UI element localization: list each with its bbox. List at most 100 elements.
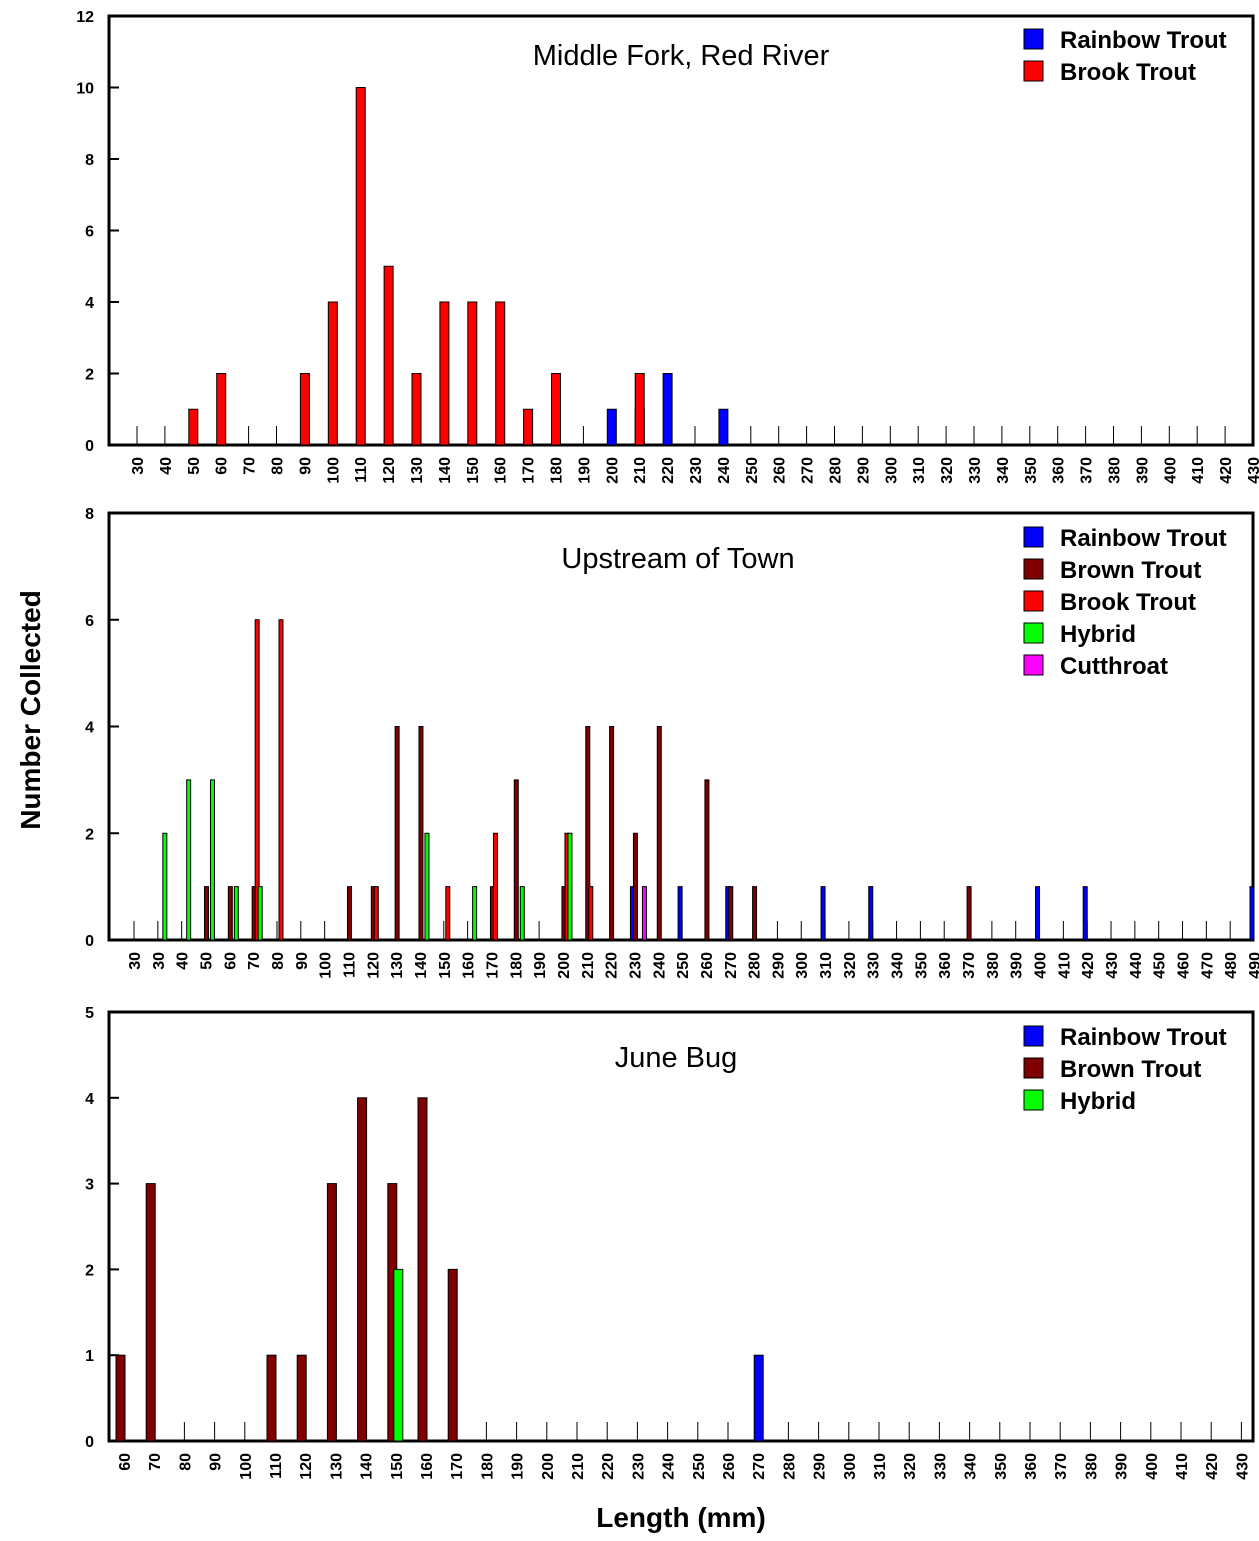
x-tick-label: 310 xyxy=(872,1453,889,1480)
chart-panel-june-bug: June Bug 0 1 2 3 4 5 60 70 80 90 100 110 120 130 140 1… xyxy=(85,1005,1255,1480)
x-tick-label: 180 xyxy=(479,1453,496,1480)
x-tick-label: 190 xyxy=(576,457,593,484)
y-tick-label: 8 xyxy=(85,152,94,169)
legend-swatch xyxy=(1023,60,1044,82)
x-tick-label: 490 xyxy=(1247,952,1259,979)
x-tick-label: 320 xyxy=(939,457,956,484)
x-tick-label: 430 xyxy=(1104,952,1121,979)
x-tick-label: 320 xyxy=(842,952,859,979)
x-tick-label: 140 xyxy=(359,1453,376,1480)
x-tick-label: 130 xyxy=(328,1453,345,1480)
plot-frame xyxy=(107,1010,1255,1443)
bar-brook-trout xyxy=(588,886,594,941)
x-tick-label: 160 xyxy=(461,952,478,979)
bar-brown-trout xyxy=(145,1183,156,1442)
x-tick-label: 280 xyxy=(781,1453,798,1480)
x-tick-label: 150 xyxy=(465,457,482,484)
y-ticks: 0 2 4 6 8 xyxy=(85,506,119,950)
x-tick-label: 270 xyxy=(751,1453,768,1480)
legend-label: Hybrid xyxy=(1060,621,1136,648)
bar-brook-trout xyxy=(355,87,366,446)
chart-panel-upstream-of-town: Upstream of Town 0 2 4 6 8 30 30 40 50 60 70 80 90 1… xyxy=(85,506,1259,979)
legend-swatch xyxy=(1023,558,1044,580)
x-tick-label: 80 xyxy=(270,457,287,475)
bars xyxy=(115,1097,764,1442)
bar-brown-trout xyxy=(966,886,972,941)
x-tick-label: 190 xyxy=(532,952,549,979)
x-tick-label: 430 xyxy=(1246,457,1259,484)
x-tick-label: 460 xyxy=(1176,952,1193,979)
x-tick-label: 90 xyxy=(294,952,311,970)
x-tick-label: 170 xyxy=(521,457,538,484)
x-tick-label: 210 xyxy=(580,952,597,979)
legend-label: Rainbow Trout xyxy=(1060,1024,1227,1051)
x-tick-label: 220 xyxy=(604,952,621,979)
bar-brown-trout xyxy=(326,1183,337,1442)
x-tick-label: 480 xyxy=(1223,952,1240,979)
x-tick-label: 30 xyxy=(127,952,144,970)
x-tick-label: 260 xyxy=(699,952,716,979)
panel-title: June Bug xyxy=(615,1042,738,1074)
legend-swatch xyxy=(1023,590,1044,612)
x-tick-label: 250 xyxy=(675,952,692,979)
chart-panel-middle-fork: Middle Fork, Red River 0 2 4 6 8 10 12 30 40 50 6… xyxy=(76,9,1259,484)
x-tick-label: 230 xyxy=(630,1453,647,1480)
bar-brown-trout xyxy=(417,1097,428,1442)
y-ticks: 0 1 2 3 4 5 xyxy=(85,1005,119,1451)
bar-rainbow-trout xyxy=(1082,886,1088,941)
bar-brook-trout xyxy=(254,619,260,941)
x-tick-label: 290 xyxy=(855,457,872,484)
bar-hybrid xyxy=(209,779,215,941)
x-tick-label: 350 xyxy=(993,1453,1010,1480)
x-tick-label: 210 xyxy=(570,1453,587,1480)
x-tick-label: 300 xyxy=(842,1453,859,1480)
x-tick-label: 250 xyxy=(691,1453,708,1480)
bar-rainbow-trout xyxy=(1035,886,1041,941)
x-tick-label: 160 xyxy=(493,457,510,484)
x-tick-label: 340 xyxy=(890,952,907,979)
bar-brown-trout xyxy=(632,832,638,941)
legend: Rainbow Trout Brown Trout Brook Trout Hybri… xyxy=(1023,525,1227,680)
x-tick-label: 210 xyxy=(632,457,649,484)
x-tick-label: 360 xyxy=(1051,457,1068,484)
legend-label: Rainbow Trout xyxy=(1060,525,1227,552)
y-tick-label: 4 xyxy=(85,295,94,312)
bar-brook-trout xyxy=(278,619,284,941)
x-tick-label: 130 xyxy=(389,952,406,979)
x-tick-label: 80 xyxy=(270,952,287,970)
bar-brown-trout xyxy=(704,779,710,941)
x-tick-label: 330 xyxy=(967,457,984,484)
x-tick-label: 330 xyxy=(866,952,883,979)
x-tick-label: 290 xyxy=(770,952,787,979)
x-tick-label: 260 xyxy=(772,457,789,484)
bar-brook-trout xyxy=(445,886,451,941)
x-tick-label: 120 xyxy=(365,952,382,979)
bar-brown-trout xyxy=(203,886,209,941)
bar-brown-trout xyxy=(296,1354,307,1442)
bar-brook-trout xyxy=(492,832,498,941)
legend: Rainbow Trout Brook Trout xyxy=(1023,27,1227,86)
panel-title: Upstream of Town xyxy=(561,543,794,575)
bar-hybrid xyxy=(424,832,430,941)
y-tick-label: 2 xyxy=(85,826,94,843)
x-tick-label: 140 xyxy=(437,457,454,484)
x-tick-label: 410 xyxy=(1056,952,1073,979)
bar-rainbow-trout xyxy=(868,886,874,941)
legend: Rainbow Trout Brown Trout Hybrid xyxy=(1023,1024,1227,1115)
bar-rainbow-trout xyxy=(606,408,617,446)
legend-label: Brown Trout xyxy=(1060,557,1201,584)
bar-hybrid xyxy=(257,886,263,941)
x-tick-label: 150 xyxy=(389,1453,406,1480)
x-tick-label: 340 xyxy=(995,457,1012,484)
x-tick-label: 440 xyxy=(1128,952,1145,979)
bar-brown-trout xyxy=(609,726,615,941)
y-tick-label: 10 xyxy=(76,81,94,98)
bar-brown-trout xyxy=(513,779,519,941)
x-tick-label: 90 xyxy=(208,1453,225,1471)
legend-label: Rainbow Trout xyxy=(1060,27,1227,54)
legend-swatch xyxy=(1023,1025,1044,1047)
bars xyxy=(188,87,729,446)
x-tick-label: 450 xyxy=(1152,952,1169,979)
y-tick-label: 2 xyxy=(85,367,94,384)
